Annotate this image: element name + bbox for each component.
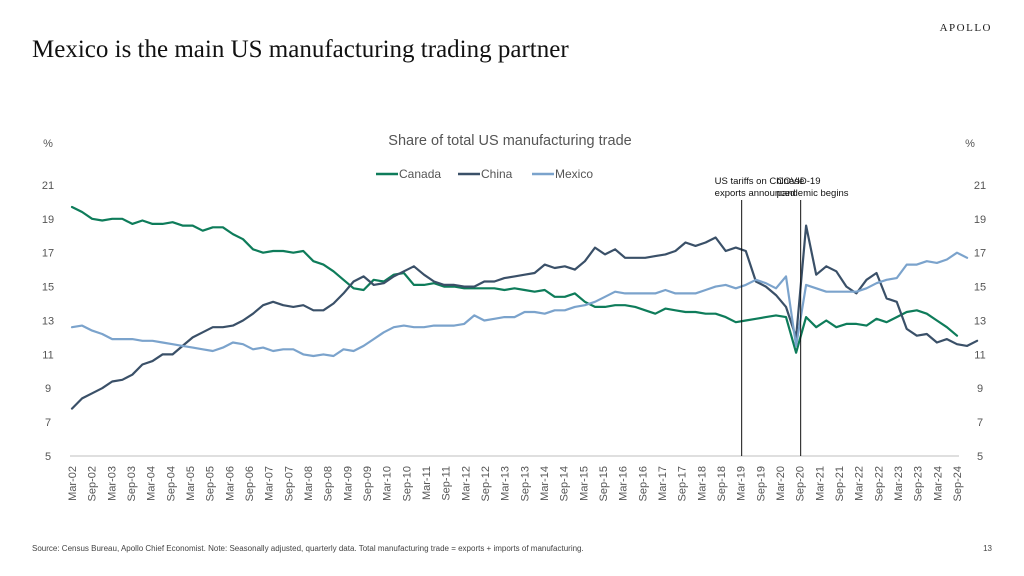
x-tick-label: Mar-10 [382, 466, 394, 501]
y-tick-label-right: 21 [974, 180, 986, 192]
y-tick-label-left: 7 [45, 417, 51, 429]
x-tick-label: Sep-15 [598, 466, 610, 501]
x-tick-label: Mar-08 [303, 466, 315, 501]
x-tick-label: Sep-03 [126, 466, 138, 501]
annotation-label: pandemic begins [777, 188, 849, 199]
y-axis-label-left: % [43, 138, 53, 150]
line-chart: Share of total US manufacturing trade % … [42, 133, 986, 502]
x-tick-label: Mar-20 [775, 466, 787, 501]
x-tick-label: Sep-24 [952, 466, 964, 501]
source-footnote: Source: Census Bureau, Apollo Chief Econ… [32, 544, 584, 553]
x-tick-label: Mar-14 [539, 466, 551, 501]
x-tick-label: Mar-24 [932, 466, 944, 501]
chart-axes: 5 5 7 7 9 9 11 11 13 13 15 15 17 17 19 19 21 21 Mar-02 Sep-… [42, 180, 986, 502]
x-tick-label: Sep-13 [519, 466, 531, 501]
x-tick-label: Mar-17 [657, 466, 669, 501]
y-tick-label-left: 9 [45, 383, 51, 395]
x-tick-label: Sep-09 [362, 466, 374, 501]
legend-label-canada: Canada [399, 167, 441, 181]
x-tick-label: Sep-14 [559, 466, 571, 501]
x-tick-label: Sep-20 [795, 466, 807, 501]
y-tick-label-right: 9 [977, 383, 983, 395]
y-tick-label-right: 19 [974, 214, 986, 226]
x-tick-label: Mar-11 [421, 466, 433, 500]
y-tick-label-right: 15 [974, 282, 986, 294]
y-tick-label-left: 5 [45, 451, 51, 463]
y-tick-label-right: 11 [974, 349, 985, 361]
x-tick-label: Mar-12 [460, 466, 472, 501]
chart-series [70, 205, 979, 410]
y-tick-label-left: 11 [42, 349, 53, 361]
y-tick-label-left: 21 [42, 180, 54, 192]
x-tick-label: Mar-15 [578, 466, 590, 501]
x-tick-label: Sep-04 [165, 466, 177, 501]
brand-logo: APOLLO [939, 22, 992, 34]
x-tick-label: Mar-07 [264, 466, 276, 501]
annotation-label: COVID-19 [777, 176, 821, 187]
x-tick-label: Sep-19 [755, 466, 767, 501]
series-line-mexico [70, 251, 969, 358]
x-tick-label: Sep-07 [283, 466, 295, 501]
x-tick-label: Mar-03 [106, 466, 118, 501]
y-tick-label-right: 7 [977, 417, 983, 429]
chart-legend: Canada China Mexico [376, 167, 593, 181]
x-tick-label: Mar-18 [696, 466, 708, 501]
x-tick-label: Mar-06 [224, 466, 236, 501]
x-tick-label: Mar-19 [736, 466, 748, 501]
x-tick-label: Mar-05 [185, 466, 197, 501]
y-tick-label-right: 13 [974, 315, 986, 327]
legend-label-china: China [481, 167, 513, 181]
y-tick-label-left: 15 [42, 282, 54, 294]
series-line-china [70, 224, 979, 410]
page-title: Mexico is the main US manufacturing trad… [32, 36, 569, 63]
x-tick-label: Sep-10 [401, 466, 413, 501]
x-tick-label: Sep-02 [87, 466, 99, 501]
series-line-canada [70, 205, 959, 354]
page-number: 13 [983, 544, 992, 553]
x-tick-label: Mar-13 [500, 466, 512, 501]
x-tick-label: Mar-22 [854, 466, 866, 501]
x-tick-label: Sep-06 [244, 466, 256, 501]
y-tick-label-right: 17 [974, 248, 986, 260]
x-tick-label: Sep-23 [913, 466, 925, 501]
x-tick-label: Sep-18 [716, 466, 728, 501]
x-tick-label: Sep-08 [323, 466, 335, 501]
x-tick-label: Mar-23 [893, 466, 905, 501]
legend-label-mexico: Mexico [555, 167, 593, 181]
chart-title: Share of total US manufacturing trade [388, 133, 631, 149]
y-axis-label-right: % [965, 138, 975, 150]
y-tick-label-right: 5 [977, 451, 983, 463]
x-tick-label: Mar-02 [67, 466, 79, 501]
x-tick-label: Mar-16 [618, 466, 630, 501]
x-tick-label: Mar-21 [814, 466, 826, 501]
annotation-label: US tariffs on Chinese [715, 176, 805, 187]
x-tick-label: Sep-12 [480, 466, 492, 501]
x-tick-label: Sep-17 [677, 466, 689, 501]
x-tick-label: Mar-04 [146, 466, 158, 501]
y-tick-label-left: 13 [42, 315, 54, 327]
annotation-label: exports announced [715, 188, 796, 199]
x-tick-label: Sep-22 [873, 466, 885, 501]
x-tick-label: Sep-16 [637, 466, 649, 501]
y-tick-label-left: 17 [42, 248, 54, 260]
y-tick-label-left: 19 [42, 214, 54, 226]
x-tick-label: Sep-21 [834, 466, 846, 501]
x-tick-label: Sep-05 [205, 466, 217, 501]
x-tick-label: Mar-09 [342, 466, 354, 501]
x-tick-label: Sep-11 [441, 466, 453, 501]
